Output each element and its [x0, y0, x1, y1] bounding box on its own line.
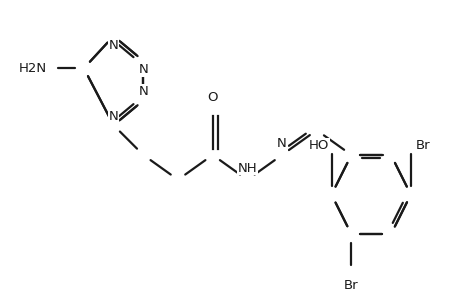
- Text: N: N: [108, 110, 118, 123]
- Text: N: N: [138, 85, 148, 98]
- Text: N: N: [276, 137, 286, 150]
- Text: NH: NH: [237, 162, 257, 175]
- Text: N: N: [108, 38, 118, 52]
- Text: N: N: [138, 63, 148, 76]
- Text: O: O: [207, 92, 218, 104]
- Text: H2N: H2N: [18, 62, 47, 75]
- Text: Br: Br: [343, 279, 358, 292]
- Text: HO: HO: [308, 139, 328, 152]
- Text: Br: Br: [415, 139, 430, 152]
